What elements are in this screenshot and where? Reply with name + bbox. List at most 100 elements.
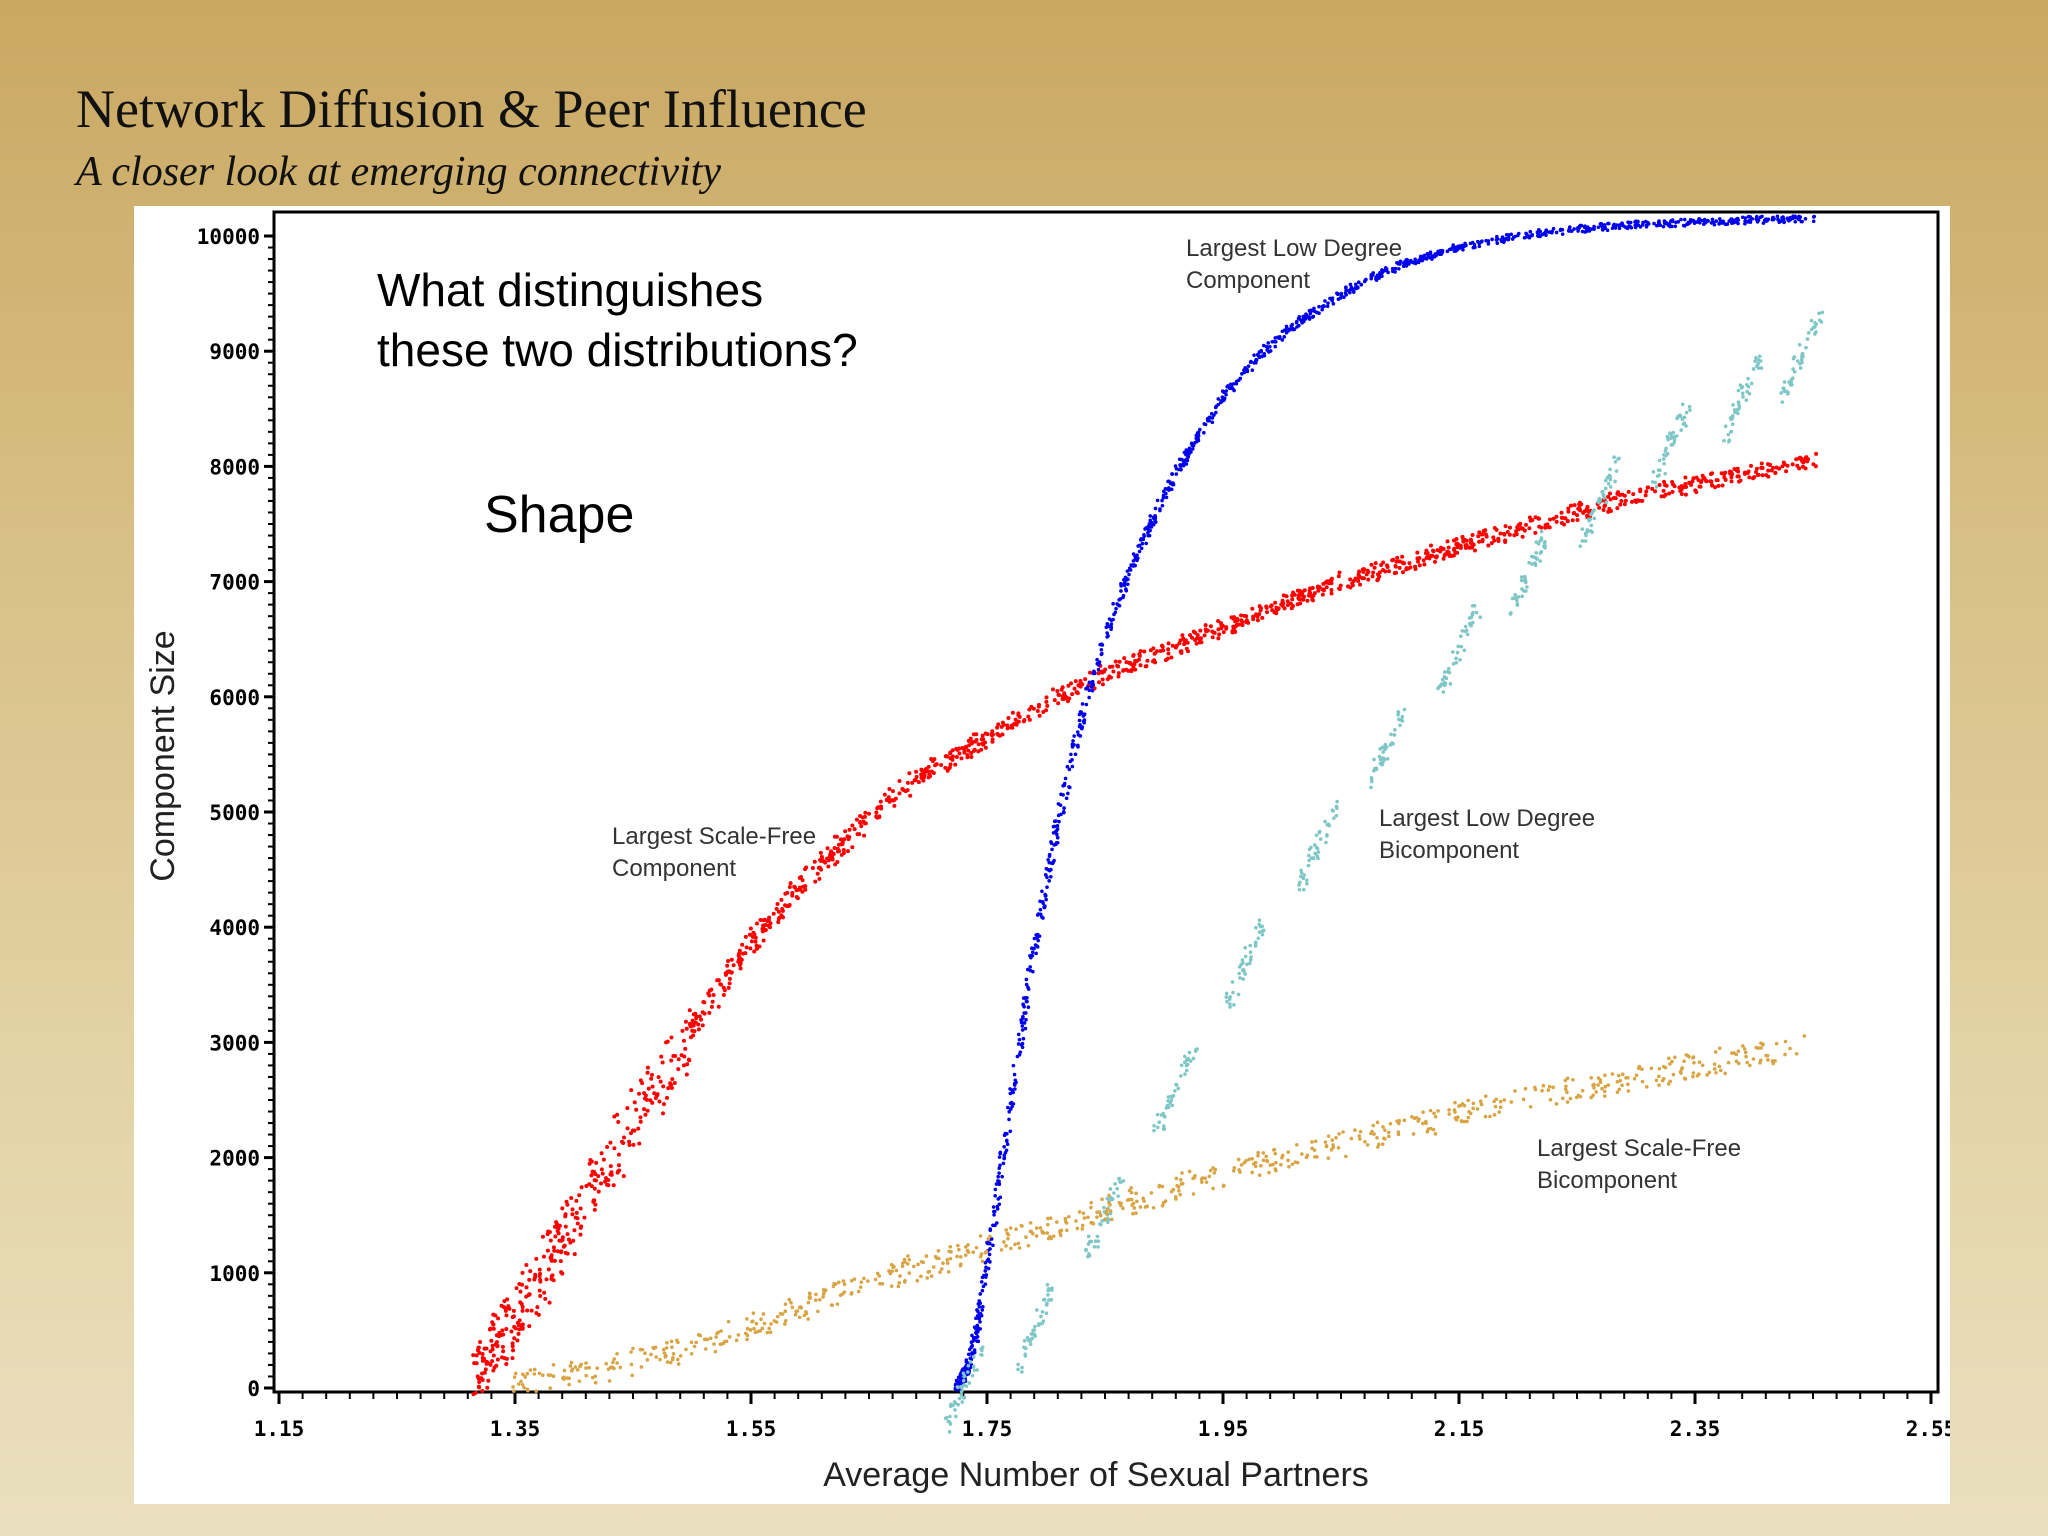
data-point [1297,887,1302,892]
data-point [1781,386,1786,391]
data-point [697,1014,702,1019]
data-point [835,859,840,864]
data-point [660,1060,665,1065]
data-point [631,1346,635,1351]
data-point [1729,217,1734,221]
data-point [1490,237,1494,242]
data-point [1690,479,1695,484]
data-point [1045,885,1049,890]
data-point [901,787,906,792]
data-point [1282,335,1287,339]
data-point [1138,663,1143,668]
data-point [1366,570,1371,575]
data-point [1452,546,1457,551]
data-point [1125,569,1130,573]
data-point [1290,1162,1295,1167]
data-point [520,1325,525,1330]
data-point [574,1198,579,1203]
data-point [1239,962,1243,967]
data-point [595,1366,600,1371]
data-point [731,963,736,968]
data-point [1189,441,1194,446]
data-point [1471,1101,1476,1106]
data-point [1682,217,1687,222]
data-point [959,1393,964,1397]
data-point [980,1259,985,1264]
data-point [669,1035,674,1040]
data-point [1028,1221,1033,1225]
data-point [1188,1059,1193,1063]
data-point [1684,424,1688,428]
data-point [1515,598,1519,603]
data-point [650,1084,655,1089]
data-point [1571,1078,1575,1082]
data-point [1344,286,1348,290]
data-point [978,1320,982,1324]
data-point [838,1293,843,1298]
data-point [1729,429,1734,434]
data-point [829,1303,834,1307]
data-point [1335,291,1339,296]
data-point [1082,1216,1087,1220]
data-point [503,1306,508,1311]
data-point [1802,1034,1807,1038]
data-point [1023,1026,1028,1031]
data-point [1297,597,1302,602]
data-point [1417,563,1422,568]
data-point [1494,238,1499,242]
data-point [1133,658,1138,663]
data-point [1744,398,1749,402]
data-point [1179,1063,1184,1068]
data-point [676,1057,681,1062]
data-point [1184,1068,1189,1073]
data-point [768,1330,773,1335]
label-scalefree-component-line1: Largest Scale-Free [612,823,816,850]
data-point [1276,606,1281,611]
data-point [1176,1086,1181,1091]
data-point [1132,1206,1137,1210]
data-point [629,1088,634,1093]
data-point [1232,615,1237,620]
y-tick-label: 7000 [209,571,260,595]
data-point [642,1107,647,1112]
data-point [1075,730,1080,734]
data-point [737,962,742,967]
data-point [800,889,805,894]
data-point [975,1339,979,1343]
data-point [713,1349,718,1354]
data-point [988,1247,992,1251]
data-point [1102,1205,1106,1210]
data-point [1069,752,1073,757]
x-tick-label: 1.55 [726,1417,777,1441]
data-point [1059,687,1064,692]
data-point [1800,464,1805,469]
data-point [1691,1074,1695,1079]
data-point [1126,668,1131,673]
data-point [1289,606,1294,611]
data-point [1673,224,1678,229]
data-point [1020,1024,1025,1028]
data-point [1248,961,1252,966]
data-point [1048,1234,1052,1239]
data-point [1045,1282,1050,1287]
data-point [1117,1201,1122,1205]
data-point [1404,567,1409,572]
data-point [1420,258,1425,263]
data-point [599,1167,604,1172]
data-point [1178,638,1183,643]
data-point [1554,1102,1559,1106]
data-point [587,1365,591,1370]
data-point [1486,543,1491,548]
data-point [845,834,850,839]
data-point [771,911,776,916]
data-point [615,1112,620,1117]
data-point [886,795,891,800]
data-point [716,978,721,983]
data-point [506,1304,511,1309]
data-point [1745,471,1750,476]
data-point [1008,1226,1013,1230]
data-point [874,810,879,815]
data-point [1660,1078,1665,1083]
data-point [997,1202,1002,1207]
data-point [515,1338,520,1343]
